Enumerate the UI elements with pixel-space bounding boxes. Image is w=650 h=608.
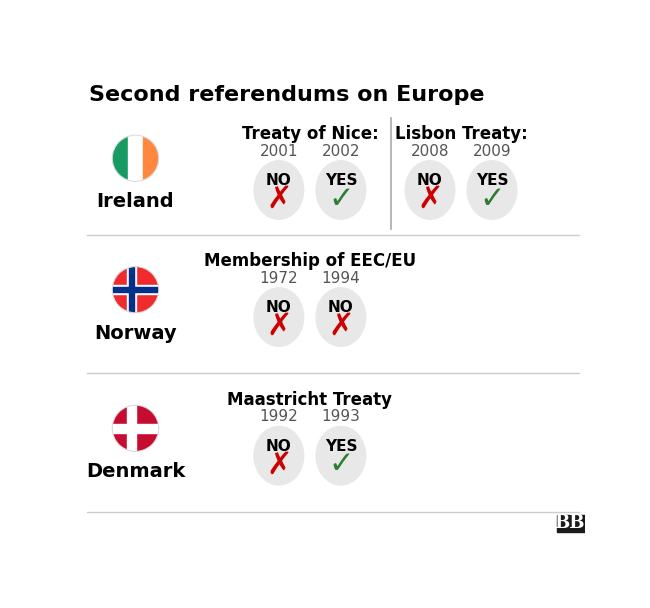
Text: 1972: 1972 xyxy=(259,271,298,286)
Text: Norway: Norway xyxy=(94,323,177,342)
Bar xyxy=(112,424,159,432)
Text: Membership of EEC/EU: Membership of EEC/EU xyxy=(204,252,416,271)
Text: BBC: BBC xyxy=(554,514,600,533)
Bar xyxy=(127,267,136,313)
Text: ✗: ✗ xyxy=(266,451,292,479)
Text: 2001: 2001 xyxy=(259,144,298,159)
Text: 2008: 2008 xyxy=(411,144,449,159)
Ellipse shape xyxy=(467,161,517,219)
Ellipse shape xyxy=(254,426,304,485)
Text: ✗: ✗ xyxy=(266,185,292,214)
Text: YES: YES xyxy=(324,173,357,188)
Ellipse shape xyxy=(316,288,366,347)
Text: YES: YES xyxy=(324,439,357,454)
Text: Treaty of Nice:: Treaty of Nice: xyxy=(242,125,378,143)
Text: Second referendums on Europe: Second referendums on Europe xyxy=(89,85,484,105)
Text: 1992: 1992 xyxy=(259,409,298,424)
Ellipse shape xyxy=(254,161,304,219)
Bar xyxy=(557,515,597,532)
Ellipse shape xyxy=(316,426,366,485)
Circle shape xyxy=(112,405,159,451)
Text: Maastricht Treaty: Maastricht Treaty xyxy=(227,391,393,409)
Bar xyxy=(127,405,136,451)
Text: NO: NO xyxy=(328,300,354,316)
Text: NO: NO xyxy=(266,300,292,316)
Text: 2002: 2002 xyxy=(322,144,360,159)
Text: ✓: ✓ xyxy=(479,185,505,214)
Text: NO: NO xyxy=(266,439,292,454)
Text: ✗: ✗ xyxy=(266,312,292,341)
Text: ✗: ✗ xyxy=(417,185,443,214)
Text: NO: NO xyxy=(417,173,443,188)
Text: NO: NO xyxy=(266,173,292,188)
Text: Lisbon Treaty:: Lisbon Treaty: xyxy=(395,125,527,143)
Ellipse shape xyxy=(316,161,366,219)
Ellipse shape xyxy=(405,161,455,219)
Bar xyxy=(112,135,128,181)
Text: ✗: ✗ xyxy=(328,312,354,341)
Bar xyxy=(112,287,159,292)
Text: 2009: 2009 xyxy=(473,144,512,159)
Ellipse shape xyxy=(254,288,304,347)
Text: ✓: ✓ xyxy=(328,185,354,214)
Text: 1993: 1993 xyxy=(322,409,360,424)
Text: 1994: 1994 xyxy=(322,271,360,286)
Text: YES: YES xyxy=(476,173,508,188)
Text: ✓: ✓ xyxy=(328,451,354,479)
Bar xyxy=(129,267,135,313)
Bar xyxy=(128,135,144,181)
Text: Denmark: Denmark xyxy=(86,462,185,481)
Circle shape xyxy=(112,267,159,313)
Bar xyxy=(112,286,159,294)
Bar xyxy=(143,135,159,181)
Text: Ireland: Ireland xyxy=(97,192,174,211)
